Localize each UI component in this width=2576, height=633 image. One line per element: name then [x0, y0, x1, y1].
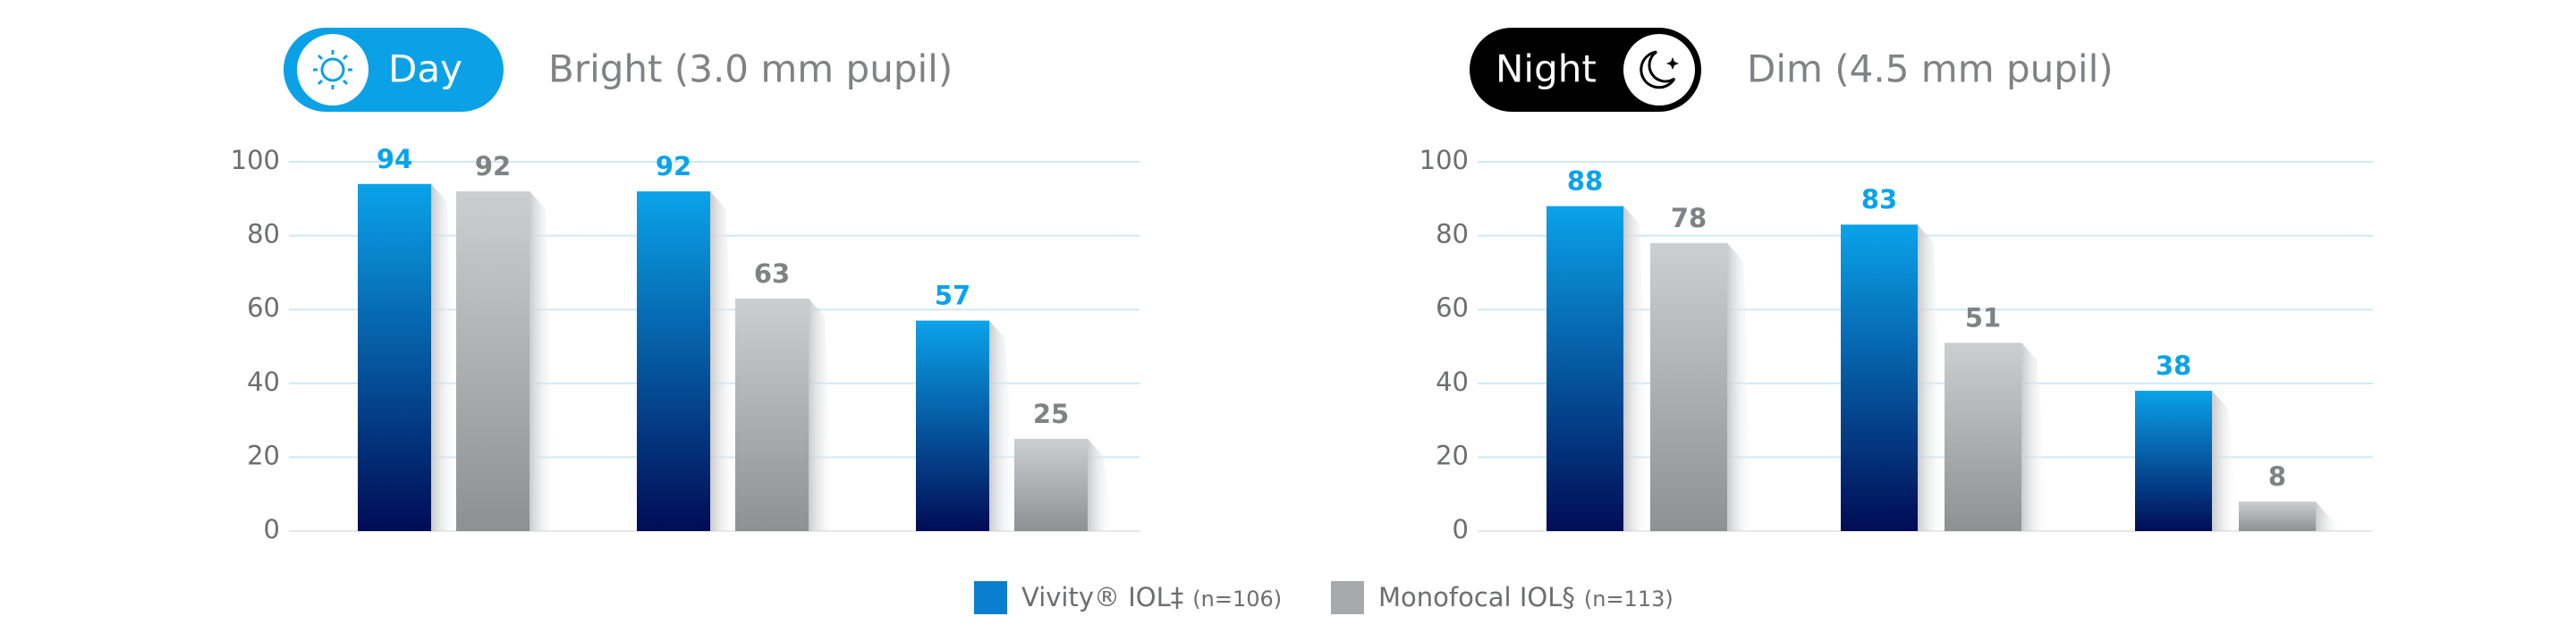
value-label: 63 [754, 258, 790, 289]
y-tick-label: 0 [1453, 514, 1469, 544]
value-label: 88 [1567, 166, 1603, 197]
bar [358, 183, 431, 531]
value-label: 8 [2268, 461, 2286, 492]
bar-shadow [1918, 224, 1945, 531]
y-tick-label: 40 [247, 367, 280, 397]
bar-shadow [2021, 342, 2048, 531]
y-tick-label: 100 [231, 145, 280, 175]
bar-shadow [1088, 438, 1114, 531]
badge-label: Day [388, 47, 462, 91]
value-label: 51 [1965, 302, 2001, 333]
legend-note: (n=113) [1584, 587, 1674, 612]
bar [2135, 391, 2212, 531]
y-tick-label: 40 [1436, 367, 1469, 397]
bar [637, 191, 710, 532]
bar [1650, 242, 1727, 531]
value-label: 92 [475, 151, 511, 181]
value-label: 83 [1861, 184, 1897, 215]
legend-label: Monofocal IOL§ [1378, 582, 1575, 612]
value-label: 78 [1671, 203, 1707, 233]
y-tick-label: 0 [264, 514, 280, 544]
badge-label: Night [1496, 47, 1597, 91]
bar [916, 320, 989, 531]
legend-swatch [1331, 581, 1364, 614]
y-tick-label: 60 [247, 292, 280, 323]
bar [1546, 206, 1623, 531]
bar [1014, 438, 1088, 531]
legend-note: (n=106) [1192, 587, 1282, 612]
bar-shadow [1727, 242, 1754, 531]
value-label: 38 [2156, 350, 2191, 381]
star-icon [1666, 57, 1679, 70]
value-label: 57 [935, 281, 970, 311]
chart-subtitle: Dim (4.5 mm pupil) [1747, 47, 2114, 91]
bar [1945, 342, 2021, 531]
value-label: 94 [377, 144, 412, 174]
bar [2239, 501, 2316, 531]
legend-swatch [974, 581, 1007, 614]
bar-shadow [710, 191, 737, 532]
bar-shadow [530, 191, 556, 532]
bar-shadow [989, 320, 1016, 531]
y-tick-label: 20 [247, 440, 280, 470]
bar-shadow [2212, 391, 2239, 531]
value-label: 25 [1033, 399, 1069, 429]
bar [735, 298, 809, 531]
moon-circle [1623, 34, 1695, 106]
legend-label: Vivity® IOL‡ [1021, 582, 1183, 612]
bar-shadow [1623, 206, 1650, 531]
sun-circle [297, 34, 369, 106]
y-tick-label: 20 [1436, 440, 1469, 470]
bar-shadow [2316, 501, 2343, 531]
chart-subtitle: Bright (3.0 mm pupil) [548, 47, 953, 91]
y-tick-label: 60 [1436, 292, 1469, 323]
bar [1841, 224, 1918, 531]
sun-icon [313, 50, 352, 89]
moon-icon [1640, 50, 1676, 89]
bar-shadow [809, 298, 835, 531]
bar-shadow [431, 183, 458, 531]
bar [456, 191, 530, 532]
value-label: 92 [656, 151, 691, 181]
y-tick-label: 80 [247, 219, 280, 249]
y-tick-label: 100 [1419, 145, 1469, 175]
y-tick-label: 80 [1436, 219, 1469, 249]
